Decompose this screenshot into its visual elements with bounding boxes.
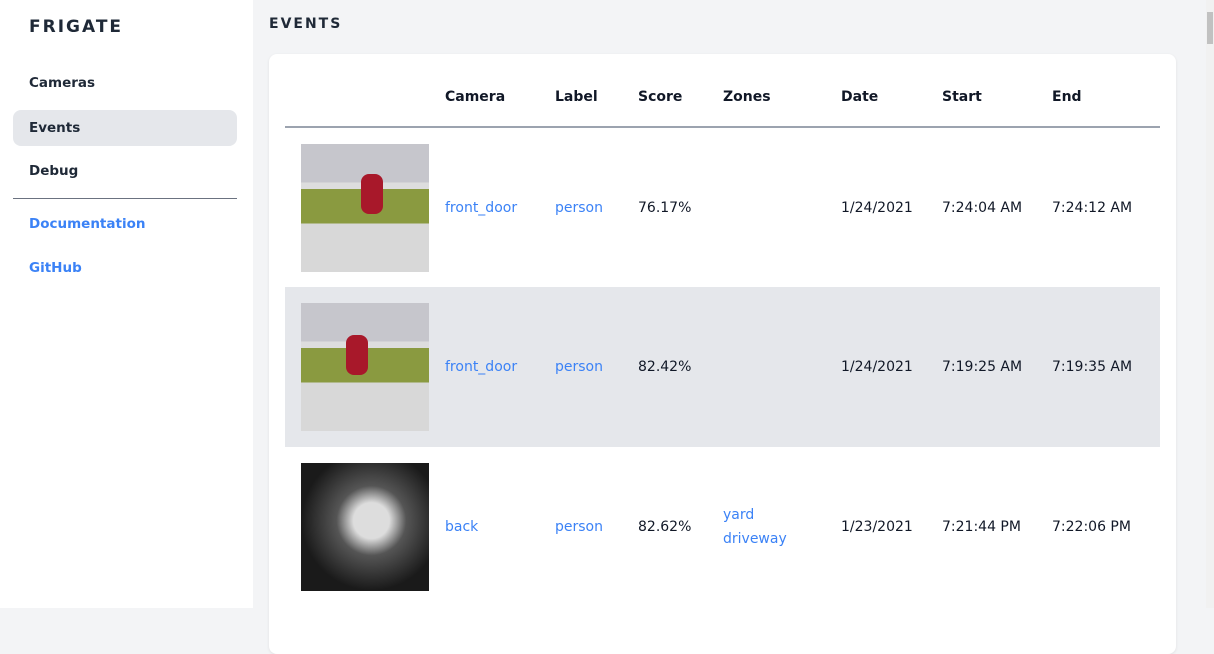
scrollbar-thumb[interactable] [1207,12,1213,44]
sidebar-item-events[interactable]: Events [13,110,237,146]
zone-link[interactable]: driveway [723,531,787,547]
sidebar: FRIGATE Cameras Events Debug Documentati… [0,0,253,608]
label-link[interactable]: person [555,519,603,535]
sidebar-item-cameras[interactable]: Cameras [29,75,96,91]
app-logo[interactable]: FRIGATE [29,17,124,37]
end-time: 7:19:35 AM [1052,287,1160,447]
date: 1/23/2021 [841,519,913,535]
start-time: 7:19:25 AM [942,287,1052,447]
header-label: Label [555,54,638,128]
events-card: Camera Label Score Zones Date Start End … [269,54,1176,654]
table-row[interactable]: front_door person 82.42% 1/24/2021 7:19:… [285,287,1160,447]
event-thumbnail[interactable] [301,303,429,431]
events-table: Camera Label Score Zones Date Start End … [285,54,1160,607]
header-camera: Camera [445,54,555,128]
zones: yard driveway [723,447,841,607]
zones [723,127,841,287]
event-thumbnail[interactable] [301,463,429,591]
sidebar-item-debug[interactable]: Debug [29,163,79,179]
event-thumbnail[interactable] [301,143,429,272]
score: 82.42% [638,287,723,447]
link-github[interactable]: GitHub [29,260,82,276]
date: 1/24/2021 [841,199,913,216]
sidebar-divider [13,198,237,199]
zones [723,287,841,447]
start-time: 7:21:44 PM [942,519,1021,535]
header-score: Score [638,54,723,128]
header-zones: Zones [723,54,841,128]
page-title: EVENTS [269,16,343,32]
start-time: 7:24:04 AM [942,199,1023,216]
score: 76.17% [638,199,692,216]
header-date: Date [841,54,942,128]
score: 82.62% [638,519,692,535]
header-start: Start [942,54,1052,128]
header-thumbnail [285,54,445,128]
camera-link[interactable]: back [445,519,479,535]
date: 1/24/2021 [841,287,942,447]
table-header: Camera Label Score Zones Date Start End [285,54,1160,128]
link-documentation[interactable]: Documentation [29,216,146,232]
header-end: End [1052,54,1160,128]
table-row[interactable]: back person 82.62% yard driveway 1/23/202… [285,447,1160,607]
table-row[interactable]: front_door person 76.17% 1/24/2021 7:24:… [285,127,1160,287]
camera-link[interactable]: front_door [445,199,518,216]
end-time: 7:24:12 AM [1052,199,1133,216]
label-link[interactable]: person [555,287,638,447]
label-link[interactable]: person [555,199,603,216]
camera-link[interactable]: front_door [445,287,555,447]
zone-link[interactable]: yard [723,507,755,523]
end-time: 7:22:06 PM [1052,519,1131,535]
scrollbar[interactable] [1206,0,1214,608]
